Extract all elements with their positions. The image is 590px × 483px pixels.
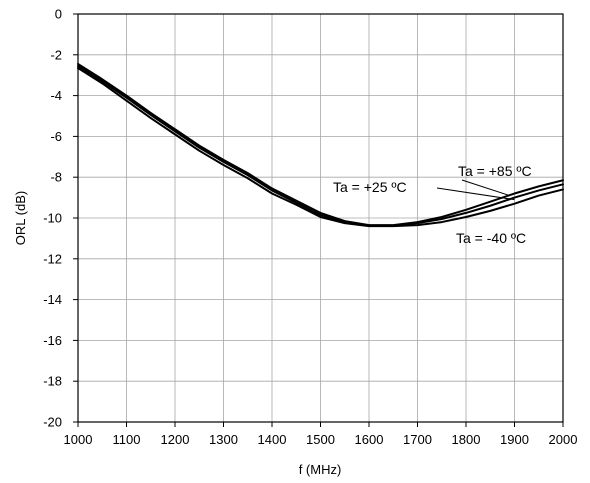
x-tick-label: 1000 xyxy=(64,432,93,447)
y-tick-label: -12 xyxy=(43,251,62,266)
y-axis-label: ORL (dB) xyxy=(13,191,28,245)
series-line-25c xyxy=(77,65,564,227)
series-line-minus-40c xyxy=(77,67,564,228)
y-tick-label: -20 xyxy=(43,415,62,430)
x-tick-label: 2000 xyxy=(549,432,578,447)
y-tick-label: -2 xyxy=(50,47,62,62)
x-tick-label: 1800 xyxy=(452,432,481,447)
x-axis-ticks: 1000 1100 1200 1300 1400 1500 1600 1700 1800 1900… xyxy=(64,422,578,447)
x-tick-label: 1300 xyxy=(209,432,238,447)
x-tick-label: 1200 xyxy=(161,432,190,447)
series-line-85c xyxy=(77,62,564,227)
annotation-leader-25c xyxy=(436,187,515,201)
y-axis-ticks: 0 -2 -4 -6 -8 -10 -12 -14 -16 -18 -20 xyxy=(43,7,78,430)
annotation-ta-85c: Ta = +85 ºC xyxy=(458,163,532,179)
x-tick-label: 1900 xyxy=(500,432,529,447)
annotation-ta-minus-40c: Ta = -40 ºC xyxy=(456,230,526,246)
y-tick-label: -14 xyxy=(43,292,62,307)
plot-area-frame xyxy=(77,13,564,423)
x-tick-label: 1700 xyxy=(403,432,432,447)
y-tick-label: -10 xyxy=(43,211,62,226)
y-tick-label: -18 xyxy=(43,374,62,389)
y-tick-label: -6 xyxy=(50,129,62,144)
x-tick-label: 1600 xyxy=(355,432,384,447)
x-tick-label: 1400 xyxy=(258,432,287,447)
annotations: Ta = +85 ºC Ta = +25 ºC Ta = -40 ºC xyxy=(333,163,532,246)
y-tick-label: -8 xyxy=(50,170,62,185)
x-tick-label: 1100 xyxy=(113,432,141,447)
annotation-leader-85c xyxy=(461,179,510,197)
x-axis-label: f (MHz) xyxy=(299,462,342,477)
y-tick-label: -4 xyxy=(50,88,62,103)
y-tick-label: 0 xyxy=(55,7,62,22)
series-lines xyxy=(77,62,564,228)
x-tick-label: 1500 xyxy=(306,432,335,447)
y-tick-label: -16 xyxy=(43,333,62,348)
annotation-ta-25c: Ta = +25 ºC xyxy=(333,179,407,195)
